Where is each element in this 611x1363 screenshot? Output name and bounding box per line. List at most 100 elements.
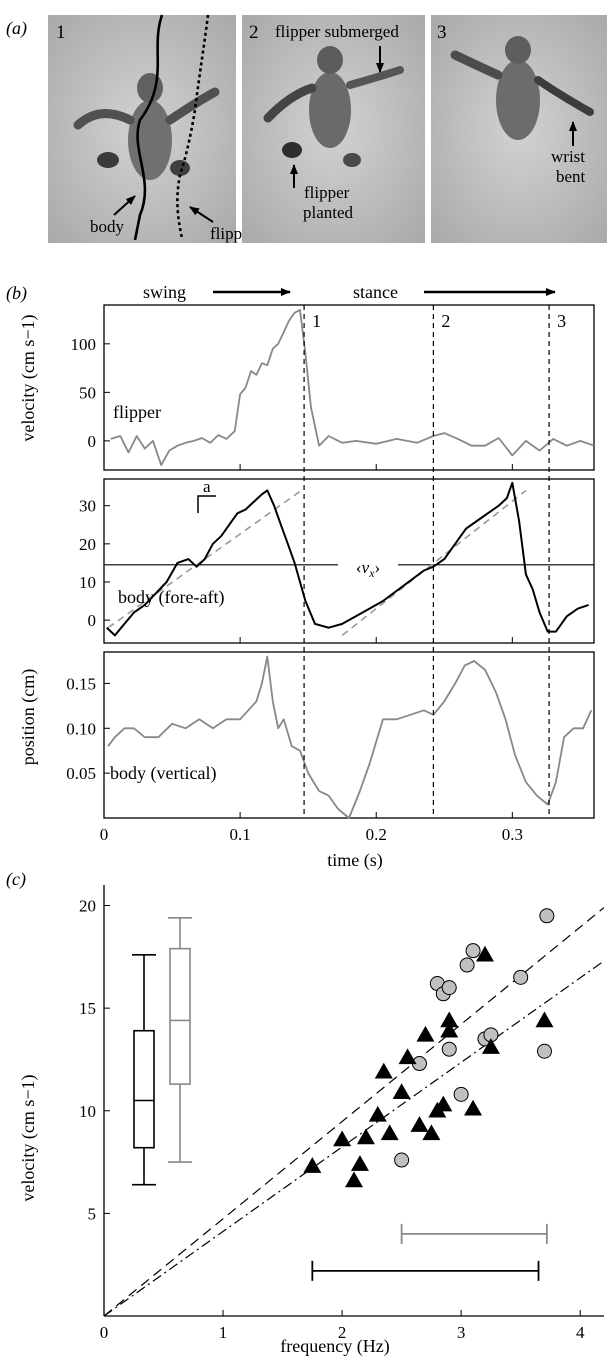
x-tick-label: 0.2 xyxy=(366,825,387,844)
y-axis-label-position: position (cm) xyxy=(18,669,39,766)
frame-1-number: 1 xyxy=(56,22,66,43)
point-triangle xyxy=(374,1062,393,1079)
y-tick-label: 30 xyxy=(79,497,96,516)
point-triangle xyxy=(303,1157,322,1173)
subplot-flipper-label: flipper xyxy=(113,402,161,422)
photo-frame-1: 1 body flipper xyxy=(48,14,256,243)
boxplot xyxy=(132,953,156,1186)
series-line xyxy=(110,308,595,467)
x-tick-label: 0.3 xyxy=(502,825,523,844)
point-triangle xyxy=(440,1021,459,1038)
photo-frame-2: 2 flipper submerged flipper planted xyxy=(242,15,425,243)
subplot-frame xyxy=(103,304,595,471)
range-bar xyxy=(311,1260,540,1281)
turtle-head-icon xyxy=(317,46,343,74)
point-circle xyxy=(536,1043,552,1059)
subplot-body-vertical: 0.05 0.10 0.15 xyxy=(66,651,595,819)
subplot-body-fore-aft: 0 10 20 30 xyxy=(79,478,595,644)
y-tick-label: 100 xyxy=(71,335,97,354)
point-triangle xyxy=(392,1083,411,1100)
y-tick-label: 0 xyxy=(88,432,97,451)
annotation-a-label: a xyxy=(203,477,211,496)
annotation-wrist: wrist xyxy=(551,147,585,166)
phase-label-stance: stance xyxy=(353,282,398,302)
subplot-flipper: 0 50 100 xyxy=(71,304,595,471)
annotation-bent: bent xyxy=(556,167,586,186)
point-circle xyxy=(459,957,475,973)
arrow-flipper-icon xyxy=(189,206,214,223)
x-axis-label-frequency: frequency (Hz) xyxy=(280,1336,389,1357)
event-lines: 1 2 3 xyxy=(303,305,566,818)
point-triangle xyxy=(410,1116,429,1132)
point-circle xyxy=(513,969,529,985)
subplot-frame xyxy=(103,478,595,644)
panel-a-label: (a) xyxy=(6,18,27,39)
point-triangle xyxy=(464,1099,483,1116)
x-tick-label: 0 xyxy=(100,1323,109,1342)
x-tick-label: 2 xyxy=(338,1323,347,1342)
y-tick-label: 20 xyxy=(79,897,96,916)
annotation-planted: planted xyxy=(303,203,354,222)
x-tick-label: 1 xyxy=(219,1323,228,1342)
series-line xyxy=(106,481,589,637)
fit-line xyxy=(341,489,527,637)
annotation-flipper-submerged: flipper submerged xyxy=(275,22,399,41)
point-circle xyxy=(453,1086,469,1102)
point-circle xyxy=(441,1041,457,1057)
y-tick-label: 10 xyxy=(79,1102,96,1121)
fit-line xyxy=(107,489,302,629)
x-axis-b: 0 0.1 0.2 0.3 xyxy=(100,825,523,844)
point-circle xyxy=(441,980,457,996)
point-triangle xyxy=(422,1124,441,1141)
point-triangle xyxy=(481,1038,500,1054)
boxplot xyxy=(168,917,192,1163)
subplot-frame xyxy=(103,651,595,819)
phase-label-swing: swing xyxy=(143,282,186,302)
event-label: 1 xyxy=(312,311,321,331)
fit-line-dashed xyxy=(103,907,605,1317)
point-triangle xyxy=(345,1171,363,1188)
turtle-head-icon xyxy=(505,36,531,64)
mean-velocity-label: ‹vx› xyxy=(356,558,380,580)
range-bar xyxy=(400,1223,548,1244)
x-tick-label: 0.1 xyxy=(229,825,250,844)
frame-2-number: 2 xyxy=(249,22,259,43)
y-tick-label: 50 xyxy=(79,383,96,402)
point-triangle xyxy=(356,1128,375,1145)
x-tick-label: 4 xyxy=(576,1323,585,1342)
y-axis-label-velocity-b: velocity (cm s−1) xyxy=(18,314,39,441)
turtle-shell-icon xyxy=(309,72,351,148)
subplot-vertical-label: body (vertical) xyxy=(110,763,216,784)
point-triangle xyxy=(535,1011,554,1028)
point-triangle xyxy=(440,1011,459,1028)
subplot-fore-aft-label: body (fore-aft) xyxy=(118,587,224,608)
annotation-body: body xyxy=(90,217,125,236)
x-axis-label-time: time (s) xyxy=(327,850,383,871)
y-tick-label: 0.10 xyxy=(66,719,96,738)
fit-line-dash-dot xyxy=(103,960,605,1317)
point-triangle xyxy=(368,1105,387,1122)
frame-3-number: 3 xyxy=(437,22,447,43)
scatter-plot-c: 5 10 15 20 0 1 2 3 4 xyxy=(79,885,605,1342)
series-line xyxy=(107,655,593,819)
y-tick-label: 0.05 xyxy=(66,764,96,783)
y-tick-label: 20 xyxy=(79,535,96,554)
annotation-a: a xyxy=(197,477,216,513)
x-tick-label: 0 xyxy=(100,825,109,844)
x-tick-label: 3 xyxy=(457,1323,466,1342)
y-tick-label: 10 xyxy=(79,573,96,592)
y-axis-label-velocity-c: velocity (cm s−1) xyxy=(18,1074,39,1201)
turtle-shell-icon xyxy=(496,60,540,140)
event-label: 3 xyxy=(557,311,566,331)
annotation-flipper-2: flipper xyxy=(304,183,350,202)
photo-frame-3: 3 wrist bent xyxy=(431,15,607,243)
panel-b-label: (b) xyxy=(6,283,27,304)
point-circle xyxy=(465,943,481,959)
y-tick-label: 5 xyxy=(88,1204,97,1223)
point-triangle xyxy=(475,945,494,962)
turtle-head-icon xyxy=(137,73,163,103)
point-triangle xyxy=(434,1095,453,1112)
point-triangle xyxy=(333,1130,352,1147)
